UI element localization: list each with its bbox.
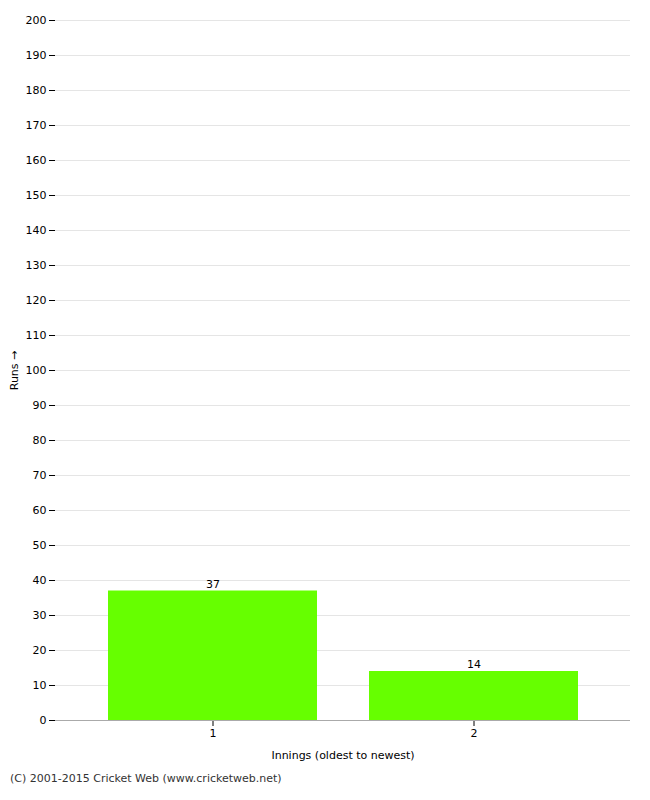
- svg-text:170: 170: [26, 119, 47, 132]
- svg-text:40: 40: [33, 574, 47, 587]
- svg-text:120: 120: [26, 294, 47, 307]
- svg-text:20: 20: [33, 644, 47, 657]
- svg-text:1: 1: [210, 727, 217, 740]
- html-text:(C) 2001-2015 Cricket Web (www: (C) 2001-2015 Cricket Web (www.cricketwe…: [10, 772, 282, 785]
- svg-text:60: 60: [33, 504, 47, 517]
- svg-text:10: 10: [33, 679, 47, 692]
- svg-text:130: 130: [26, 259, 47, 272]
- svg-text:Innings (oldest to newest): Innings (oldest to newest): [271, 749, 414, 762]
- svg-text:100: 100: [26, 364, 47, 377]
- svg-text:80: 80: [33, 434, 47, 447]
- svg-text:200: 200: [26, 14, 47, 27]
- svg-text:90: 90: [33, 399, 47, 412]
- svg-text:110: 110: [26, 329, 47, 342]
- svg-text:0: 0: [40, 714, 47, 727]
- svg-text:180: 180: [26, 84, 47, 97]
- svg-text:Runs →: Runs →: [8, 351, 21, 391]
- svg-text:70: 70: [33, 469, 47, 482]
- svg-text:160: 160: [26, 154, 47, 167]
- svg-text:14: 14: [467, 658, 481, 671]
- svg-text:37: 37: [206, 578, 220, 591]
- svg-text:190: 190: [26, 49, 47, 62]
- svg-text:150: 150: [26, 189, 47, 202]
- svg-text:50: 50: [33, 539, 47, 552]
- svg-text:30: 30: [33, 609, 47, 622]
- svg-text:2: 2: [471, 727, 478, 740]
- svg-text:140: 140: [26, 224, 47, 237]
